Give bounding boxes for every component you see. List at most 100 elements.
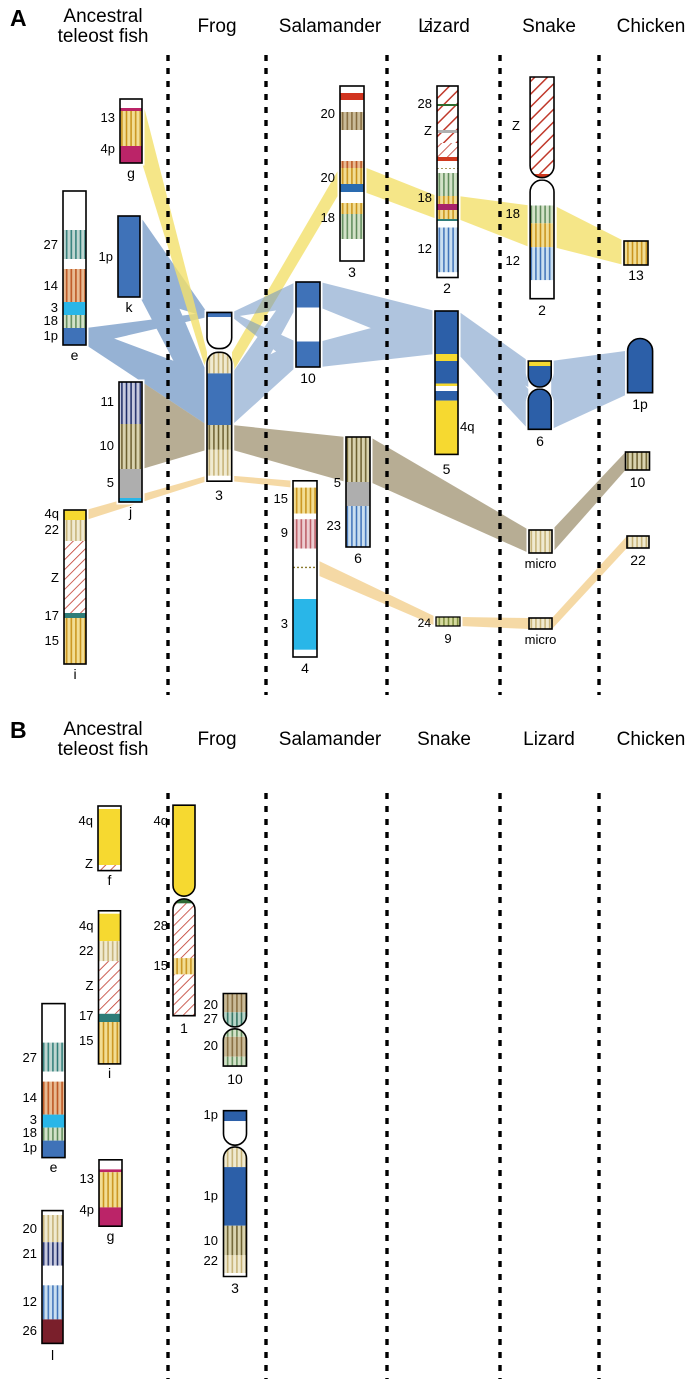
svg-text:2: 2	[538, 302, 546, 318]
svg-text:micro: micro	[525, 556, 557, 571]
svg-text:Ancestral: Ancestral	[63, 6, 142, 27]
svg-text:3: 3	[348, 264, 356, 280]
svg-text:10: 10	[100, 438, 114, 453]
svg-text:14: 14	[23, 1090, 37, 1105]
svg-text:k: k	[126, 299, 134, 315]
svg-text:Chicken: Chicken	[617, 16, 686, 37]
svg-text:15: 15	[274, 491, 288, 506]
svg-text:Z: Z	[85, 856, 93, 871]
svg-text:10: 10	[204, 1233, 218, 1248]
svg-text:Z: Z	[512, 118, 520, 133]
svg-text:9: 9	[281, 525, 288, 540]
svg-text:micro: micro	[525, 632, 557, 647]
svg-text:10: 10	[630, 474, 646, 490]
svg-text:18: 18	[321, 210, 335, 225]
svg-text:24: 24	[418, 616, 432, 630]
svg-text:13: 13	[80, 1171, 94, 1186]
svg-text:28: 28	[418, 96, 432, 111]
svg-text:18: 18	[44, 313, 58, 328]
svg-text:Salamander: Salamander	[279, 16, 382, 37]
svg-text:5: 5	[107, 475, 114, 490]
svg-text:20: 20	[321, 170, 335, 185]
svg-text:Salamander: Salamander	[279, 729, 382, 750]
svg-text:27: 27	[204, 1011, 218, 1026]
svg-text:28: 28	[154, 918, 168, 933]
svg-text:11: 11	[101, 394, 115, 409]
svg-text:Z: Z	[51, 570, 59, 585]
svg-text:Frog: Frog	[197, 16, 236, 37]
svg-text:Z: Z	[86, 978, 94, 993]
svg-text:20: 20	[204, 1038, 218, 1053]
svg-text:1p: 1p	[632, 396, 648, 412]
svg-text:i: i	[73, 666, 76, 682]
svg-text:14: 14	[44, 278, 58, 293]
svg-text:f: f	[108, 872, 112, 888]
svg-text:10: 10	[300, 370, 316, 386]
svg-text:3: 3	[231, 1280, 239, 1296]
svg-text:e: e	[71, 347, 79, 363]
svg-text:10: 10	[227, 1071, 243, 1087]
svg-text:22: 22	[630, 552, 646, 568]
svg-text:15: 15	[45, 633, 59, 648]
svg-text:l: l	[51, 1347, 54, 1363]
svg-text:4q: 4q	[154, 813, 168, 828]
svg-text:3: 3	[281, 616, 288, 631]
svg-text:teleost fish: teleost fish	[58, 739, 149, 760]
svg-text:Frog: Frog	[197, 729, 236, 750]
svg-text:5: 5	[443, 461, 451, 477]
svg-text:g: g	[107, 1228, 115, 1244]
svg-text:e: e	[50, 1159, 58, 1175]
svg-text:1p: 1p	[204, 1107, 218, 1122]
svg-text:4p: 4p	[80, 1202, 94, 1217]
svg-text:Chicken: Chicken	[617, 729, 686, 750]
svg-text:Ancestral: Ancestral	[63, 719, 142, 740]
svg-text:18: 18	[418, 190, 432, 205]
svg-text:Snake: Snake	[522, 16, 576, 37]
svg-text:18: 18	[506, 206, 520, 221]
svg-text:5: 5	[334, 475, 341, 490]
svg-text:teleost fish: teleost fish	[58, 26, 149, 47]
svg-text:4q: 4q	[460, 419, 474, 434]
svg-text:13: 13	[101, 110, 115, 125]
svg-text:1p: 1p	[99, 249, 113, 264]
svg-text:22: 22	[45, 522, 59, 537]
svg-text:i: i	[108, 1065, 111, 1081]
svg-text:g: g	[127, 165, 135, 181]
svg-text:1p: 1p	[23, 1140, 37, 1155]
svg-text:Z: Z	[424, 123, 432, 138]
svg-text:22: 22	[204, 1253, 218, 1268]
svg-text:12: 12	[506, 253, 520, 268]
svg-text:9: 9	[444, 631, 451, 646]
svg-text:6: 6	[536, 433, 544, 449]
svg-text:j: j	[128, 504, 132, 520]
svg-text:A: A	[10, 5, 27, 31]
svg-text:23: 23	[327, 518, 341, 533]
svg-text:2: 2	[443, 280, 451, 296]
svg-text:20: 20	[321, 106, 335, 121]
svg-text:Lizard: Lizard	[523, 729, 575, 750]
svg-text:Snake: Snake	[417, 729, 471, 750]
svg-text:13: 13	[628, 267, 644, 283]
svg-text:4q: 4q	[45, 506, 59, 521]
svg-text:4p: 4p	[101, 141, 115, 156]
svg-text:27: 27	[23, 1050, 37, 1065]
svg-text:26: 26	[23, 1323, 37, 1338]
svg-text:4q: 4q	[79, 813, 93, 828]
svg-text:22: 22	[79, 943, 93, 958]
svg-text:20: 20	[204, 997, 218, 1012]
svg-text:17: 17	[79, 1008, 93, 1023]
svg-text:4: 4	[301, 660, 309, 676]
svg-text:15: 15	[79, 1033, 93, 1048]
svg-text:4q: 4q	[79, 918, 93, 933]
svg-text:21: 21	[23, 1246, 37, 1261]
svg-text:1: 1	[180, 1020, 188, 1036]
svg-text:1p: 1p	[44, 328, 58, 343]
svg-text:1p: 1p	[204, 1188, 218, 1203]
svg-text:15: 15	[154, 958, 168, 973]
svg-text:Z: Z	[424, 18, 432, 33]
svg-text:B: B	[10, 717, 27, 743]
svg-text:6: 6	[354, 550, 362, 566]
svg-text:17: 17	[45, 608, 59, 623]
svg-text:27: 27	[44, 237, 58, 252]
svg-text:12: 12	[23, 1294, 37, 1309]
